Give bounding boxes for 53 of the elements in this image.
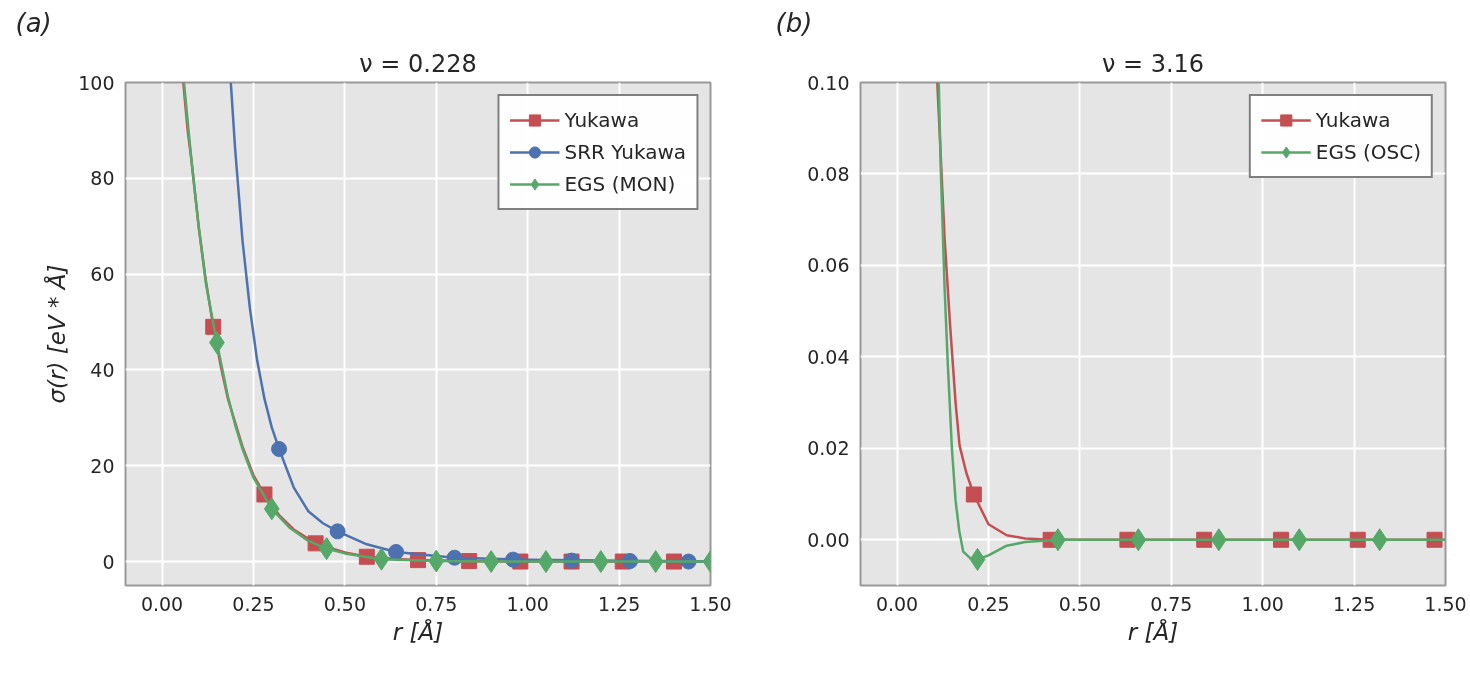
y-tick-label: 20 [90, 454, 115, 477]
point [592, 550, 609, 574]
y-tick-label: 0.02 [807, 437, 850, 460]
y-tick-label: 0.06 [807, 254, 850, 277]
chart-title: ν = 0.228 [359, 49, 477, 78]
x-tick-label: 0.25 [967, 592, 1010, 615]
point [428, 549, 445, 573]
point [318, 537, 335, 561]
y-tick-label: 0.08 [807, 162, 850, 185]
chart-title: ν = 3.16 [1101, 49, 1205, 78]
y-tick-label: 0.00 [807, 528, 850, 551]
x-tick-label: 1.25 [1332, 592, 1376, 615]
point [329, 523, 346, 540]
text: (a) [15, 7, 52, 38]
point [969, 547, 986, 571]
x-tick-label: 1.25 [597, 592, 641, 615]
point [388, 543, 405, 560]
legend-label: Yukawa [564, 108, 640, 132]
x-tick-label: 0.50 [1058, 592, 1102, 615]
point [373, 547, 390, 571]
y-tick-label: 40 [90, 358, 115, 381]
x-tick-label: 1.00 [1241, 592, 1284, 615]
y-tick-label: 80 [90, 167, 115, 190]
legend-label: SRR Yukawa [564, 140, 686, 164]
point [1130, 528, 1147, 552]
text: (b) [775, 7, 813, 38]
x-tick-label: 1.00 [506, 592, 549, 615]
x-tick-label: 0.25 [232, 592, 275, 615]
legend-label: EGS (MON) [564, 172, 676, 196]
point [271, 440, 288, 457]
point [263, 497, 280, 521]
x-tick-label: 1.50 [1424, 592, 1467, 615]
y-tick-label: 60 [90, 263, 115, 286]
legend-label: Yukawa [1315, 108, 1391, 132]
x-tick-label: 0.50 [323, 592, 367, 615]
x-tick-label: 0.75 [415, 592, 458, 615]
y-tick-label: 100 [78, 71, 115, 94]
legend-label: EGS (OSC) [1315, 140, 1421, 164]
y-axis-title: σ(r) [eV * Å] [43, 264, 71, 404]
point [1210, 528, 1227, 552]
point [1291, 528, 1308, 552]
x-axis-title: r [Å] [1127, 617, 1179, 645]
x-tick-label: 0.00 [875, 592, 919, 615]
y-tick-label: 0 [102, 550, 115, 573]
x-axis-title: r [Å] [392, 617, 444, 645]
y-tick-label: 0.10 [807, 71, 850, 94]
point [965, 486, 982, 503]
x-tick-label: 0.00 [140, 592, 184, 615]
point [647, 550, 664, 574]
y-tick-label: 0.04 [807, 345, 850, 368]
x-tick-label: 0.75 [1150, 592, 1193, 615]
point [1371, 528, 1388, 552]
x-tick-label: 1.50 [689, 592, 732, 615]
